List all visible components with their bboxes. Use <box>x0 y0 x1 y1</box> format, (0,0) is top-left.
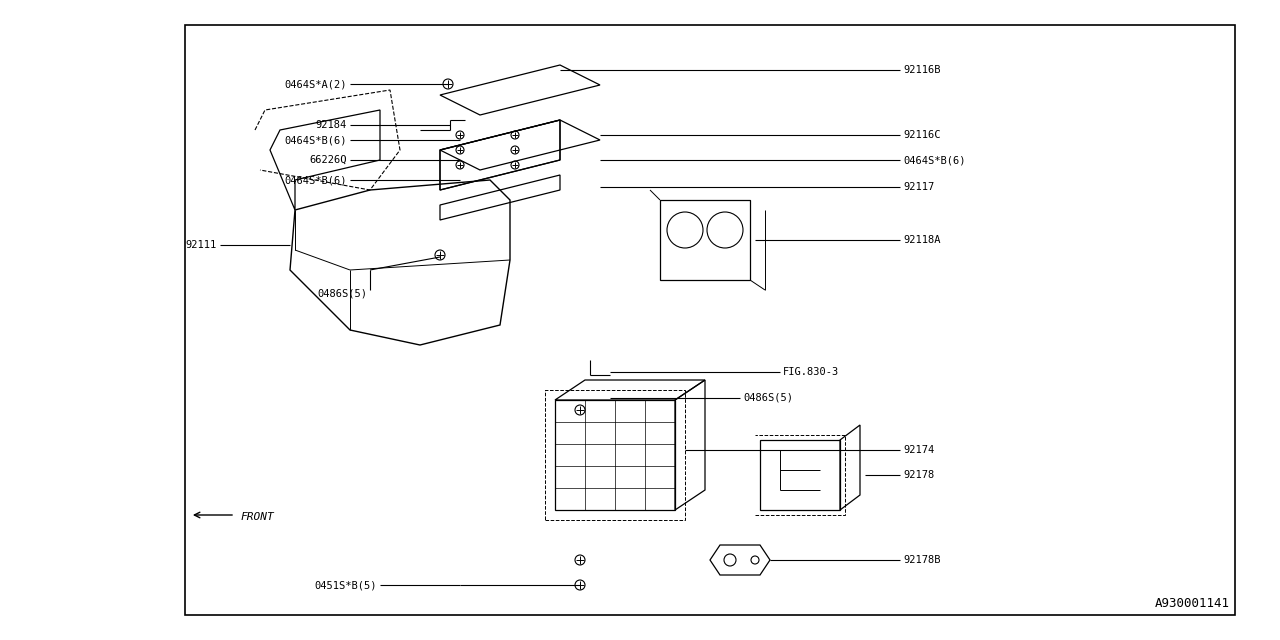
Text: 0486S(5): 0486S(5) <box>317 288 367 298</box>
Bar <box>660 200 750 280</box>
Text: 92184: 92184 <box>316 120 347 130</box>
Text: FRONT: FRONT <box>241 512 274 522</box>
Text: 0464S*B(6): 0464S*B(6) <box>284 135 347 145</box>
Text: 92178B: 92178B <box>902 555 941 565</box>
Text: 0464S*B(6): 0464S*B(6) <box>284 175 347 185</box>
Text: 92118A: 92118A <box>902 235 941 245</box>
Text: 92111: 92111 <box>186 240 218 250</box>
Text: 92178: 92178 <box>902 470 934 480</box>
Text: 0464S*A(2): 0464S*A(2) <box>284 79 347 89</box>
Text: 0464S*B(6): 0464S*B(6) <box>902 155 965 165</box>
Text: 0486S(5): 0486S(5) <box>742 393 794 403</box>
Text: 0451S*B(5): 0451S*B(5) <box>315 580 378 590</box>
Text: FIG.830-3: FIG.830-3 <box>783 367 840 377</box>
Text: 92116C: 92116C <box>902 130 941 140</box>
Text: 92174: 92174 <box>902 445 934 455</box>
Text: 66226Q: 66226Q <box>310 155 347 165</box>
Text: A930001141: A930001141 <box>1155 597 1230 610</box>
Bar <box>186 25 1235 615</box>
Text: 92117: 92117 <box>902 182 934 192</box>
Text: 92116B: 92116B <box>902 65 941 75</box>
